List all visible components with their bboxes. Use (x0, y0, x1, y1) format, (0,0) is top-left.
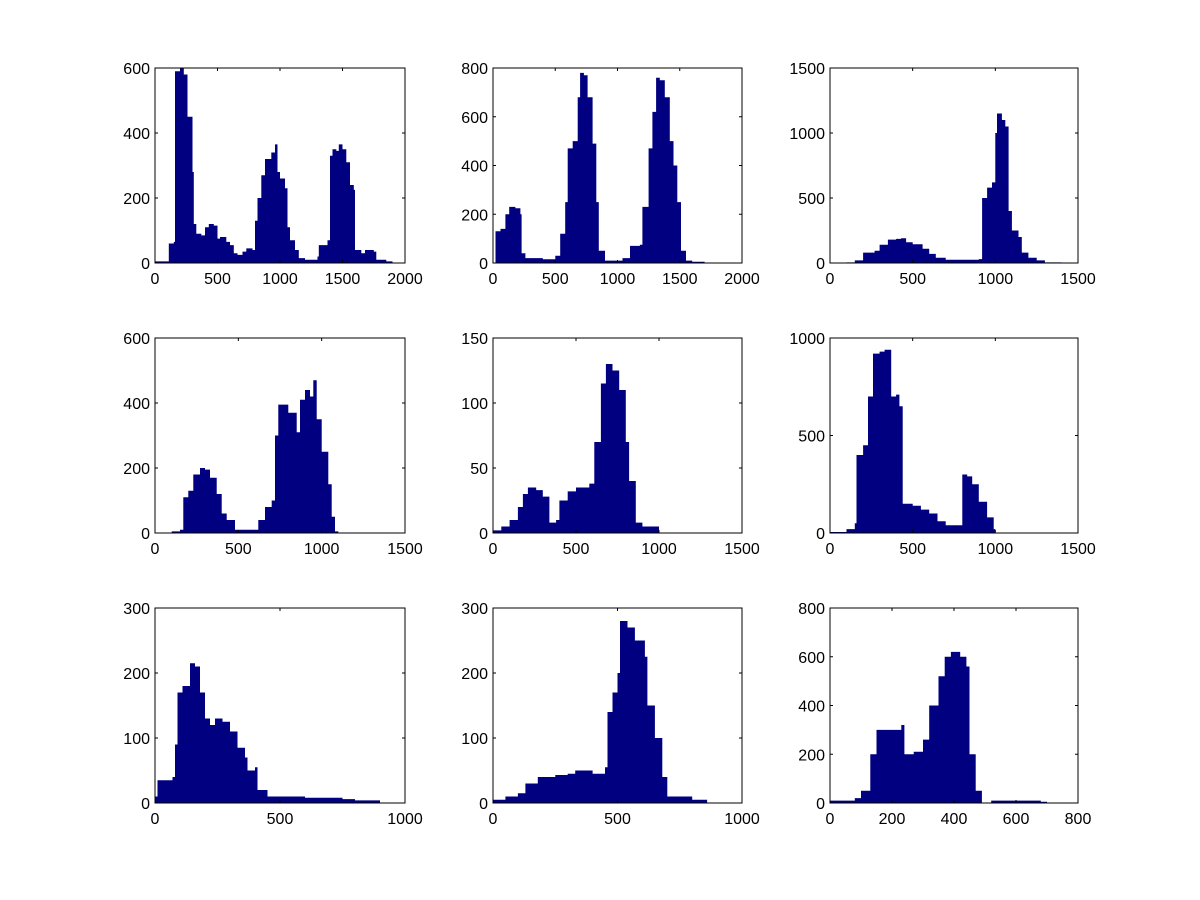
x-tick-label: 0 (151, 271, 160, 288)
histogram-area (155, 380, 405, 533)
x-tick-label: 0 (826, 541, 835, 558)
histogram-area (493, 364, 742, 533)
y-tick-label: 200 (123, 461, 150, 478)
subplot-8: 0 500 1000 0 100 200 300 (461, 601, 760, 828)
x-tick-label: 200 (879, 811, 906, 828)
y-tick-label: 0 (479, 256, 488, 273)
x-tick-label: 1500 (662, 271, 698, 288)
y-tick-label: 400 (461, 159, 488, 176)
y-tick-label: 0 (141, 526, 150, 543)
y-tick-label: 400 (798, 699, 825, 716)
y-tick-label: 0 (141, 256, 150, 273)
subplot-1: 0 500 1000 1500 2000 0 200 400 600 (123, 61, 423, 288)
y-tick-label: 200 (123, 666, 150, 683)
x-tick-label: 1000 (304, 541, 340, 558)
y-tick-label: 150 (461, 331, 488, 348)
y-tick-label: 600 (461, 110, 488, 127)
y-tick-label: 0 (816, 526, 825, 543)
x-tick-label: 0 (151, 811, 160, 828)
x-tick-label: 500 (542, 271, 569, 288)
x-tick-label: 0 (489, 271, 498, 288)
x-tick-label: 1000 (600, 271, 636, 288)
y-tick-label: 1500 (789, 61, 825, 78)
subplot-2: 0 500 1000 1500 2000 0 200 400 600 800 (461, 61, 760, 288)
y-tick-label: 0 (479, 796, 488, 813)
y-tick-label: 200 (461, 207, 488, 224)
subplot-6: 0 500 1000 1500 0 500 1000 (789, 331, 1095, 558)
x-tick-label: 400 (941, 811, 968, 828)
x-tick-label: 1000 (978, 541, 1014, 558)
x-tick-label: 0 (151, 541, 160, 558)
y-tick-label: 400 (123, 126, 150, 143)
histogram-area (830, 113, 1078, 263)
y-tick-label: 600 (798, 650, 825, 667)
y-tick-label: 50 (470, 461, 488, 478)
x-tick-label: 2000 (724, 271, 760, 288)
y-tick-label: 800 (798, 601, 825, 618)
subplot-9: 0 200 400 600 800 0 200 400 600 800 (798, 601, 1091, 828)
y-tick-label: 400 (123, 396, 150, 413)
x-tick-label: 1000 (262, 271, 298, 288)
y-tick-label: 200 (798, 747, 825, 764)
y-tick-label: 0 (141, 796, 150, 813)
subplot-3: 0 500 1000 1500 0 500 1000 1500 (789, 61, 1095, 288)
y-tick-label: 300 (123, 601, 150, 618)
x-tick-label: 800 (1065, 811, 1092, 828)
x-tick-label: 500 (204, 271, 231, 288)
axes-box (492, 67, 743, 264)
x-tick-label: 2000 (387, 271, 423, 288)
x-tick-label: 500 (563, 541, 590, 558)
axes-box (154, 337, 406, 534)
x-tick-label: 500 (604, 811, 631, 828)
y-tick-label: 100 (461, 396, 488, 413)
x-tick-label: 0 (826, 811, 835, 828)
x-tick-label: 1000 (724, 811, 760, 828)
y-tick-label: 200 (123, 191, 150, 208)
x-tick-label: 1500 (387, 541, 423, 558)
histogram-area (830, 651, 1078, 803)
y-tick-label: 500 (798, 191, 825, 208)
subplot-5: 0 500 1000 1500 0 50 100 150 (461, 331, 760, 558)
x-tick-label: 500 (225, 541, 252, 558)
x-tick-label: 1000 (978, 271, 1014, 288)
x-tick-label: 0 (489, 811, 498, 828)
subplot-7: 0 500 1000 0 100 200 300 (123, 601, 423, 828)
x-tick-label: 1500 (1060, 541, 1096, 558)
histogram-area (155, 663, 405, 803)
histogram-area (830, 349, 1078, 533)
x-tick-label: 1000 (641, 541, 677, 558)
subplot-4: 0 500 1000 1500 0 200 400 600 (123, 331, 423, 558)
axes-box (492, 337, 743, 534)
x-tick-label: 1500 (325, 271, 361, 288)
y-tick-label: 500 (798, 429, 825, 446)
y-tick-label: 1000 (789, 126, 825, 143)
histogram-area (155, 68, 405, 263)
x-tick-label: 500 (899, 271, 926, 288)
x-tick-label: 500 (267, 811, 294, 828)
y-tick-label: 100 (123, 731, 150, 748)
y-tick-label: 800 (461, 61, 488, 78)
y-tick-label: 300 (461, 601, 488, 618)
y-tick-label: 600 (123, 61, 150, 78)
x-tick-label: 1000 (387, 811, 423, 828)
y-tick-label: 1000 (789, 331, 825, 348)
histogram-area (493, 72, 742, 264)
y-tick-label: 0 (816, 256, 825, 273)
y-tick-label: 0 (816, 796, 825, 813)
x-tick-label: 1500 (724, 541, 760, 558)
histogram-area (493, 621, 742, 803)
x-tick-label: 0 (826, 271, 835, 288)
y-tick-label: 200 (461, 666, 488, 683)
y-tick-label: 600 (123, 331, 150, 348)
x-tick-label: 500 (899, 541, 926, 558)
axes-box (829, 67, 1079, 264)
y-tick-label: 100 (461, 731, 488, 748)
x-tick-label: 1500 (1060, 271, 1096, 288)
x-tick-label: 0 (489, 541, 498, 558)
y-tick-label: 0 (479, 526, 488, 543)
x-tick-label: 600 (1003, 811, 1030, 828)
